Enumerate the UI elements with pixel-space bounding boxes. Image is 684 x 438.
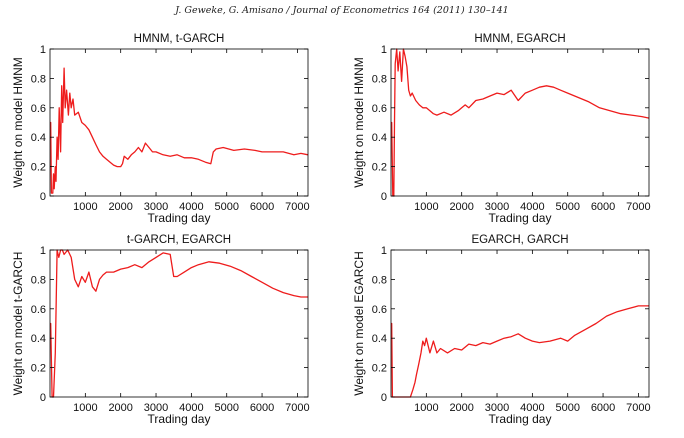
x-tick-label: 1000 <box>73 402 97 414</box>
y-axis-label: Weight on model HMNM <box>352 57 366 188</box>
y-tick-label: 0.2 <box>372 162 387 174</box>
plot-frame <box>49 48 309 197</box>
y-tick-label: 1 <box>381 245 387 257</box>
x-tick-label: 6000 <box>591 201 615 213</box>
y-tick-label: 0.8 <box>372 274 387 286</box>
x-axis-label: Trading day <box>489 412 552 426</box>
y-tick-label: 0.4 <box>31 333 46 345</box>
y-axis-label: Weight on model HMNM <box>11 57 25 188</box>
series-line <box>50 67 309 194</box>
y-tick-label: 0.4 <box>372 333 387 345</box>
x-tick-label: 1000 <box>73 201 97 213</box>
y-tick-label: 1 <box>381 44 387 56</box>
y-tick-label: 1 <box>40 245 46 257</box>
x-tick-label: 6000 <box>591 402 615 414</box>
x-tick-label: 3000 <box>144 402 168 414</box>
x-tick-label: 7000 <box>285 402 309 414</box>
y-axis-label: Weight on model t-GARCH <box>11 252 25 396</box>
chart-panel-2: HMNM, EGARCH 0 0.2 0.4 0.6 0.8 1 1000 2000 3000 40… <box>352 33 651 225</box>
y-tick-label: 0.4 <box>31 132 46 144</box>
y-tick-label: 0.2 <box>31 363 46 375</box>
y-tick-label: 0.8 <box>31 274 46 286</box>
x-tick-label: 1000 <box>414 201 438 213</box>
x-axis-label: Trading day <box>489 211 552 225</box>
y-tick-label: 0.6 <box>31 103 46 115</box>
x-tick-label: 5000 <box>555 201 579 213</box>
x-tick-label: 2000 <box>449 402 473 414</box>
x-tick-label: 4000 <box>520 201 544 213</box>
y-tick-label: 0.8 <box>372 73 387 85</box>
y-tick-label: 0.2 <box>372 363 387 375</box>
x-tick-label: 3000 <box>144 201 168 213</box>
x-tick-label: 7000 <box>626 201 650 213</box>
x-tick-label: 4000 <box>179 201 203 213</box>
series-line <box>50 249 308 398</box>
chart-panel-1: HMNM, t-GARCH 0 0.2 0.4 0.6 0.8 1 1000 2000 3000 4… <box>11 33 310 225</box>
y-tick-label: 0.8 <box>31 73 46 85</box>
x-axis-label: Trading day <box>148 412 211 426</box>
x-tick-label: 4000 <box>520 402 544 414</box>
y-tick-label: 0.2 <box>31 162 46 174</box>
y-tick-label: 0.4 <box>372 132 387 144</box>
x-tick-label: 7000 <box>626 402 650 414</box>
journal-header: J. Geweke, G. Amisano / Journal of Econo… <box>175 5 509 16</box>
y-tick-label: 0 <box>381 392 387 404</box>
plot-frame <box>390 249 650 398</box>
x-tick-label: 4000 <box>179 402 203 414</box>
x-tick-label: 2000 <box>108 201 132 213</box>
y-tick-label: 0 <box>40 191 46 203</box>
y-axis-label: Weight on model EGARCH <box>352 251 366 396</box>
y-tick-label: 0 <box>381 191 387 203</box>
x-tick-label: 5000 <box>555 402 579 414</box>
plot-frame <box>49 249 309 398</box>
x-axis-label: Trading day <box>148 211 211 225</box>
y-tick-label: 0 <box>40 392 46 404</box>
chart-title: t-GARCH, EGARCH <box>127 234 231 246</box>
x-tick-label: 5000 <box>214 402 238 414</box>
y-tick-label: 0.6 <box>372 304 387 316</box>
chart-title: EGARCH, GARCH <box>471 234 568 246</box>
plot-frame <box>390 48 650 197</box>
x-tick-label: 3000 <box>485 201 509 213</box>
x-tick-label: 5000 <box>214 201 238 213</box>
x-tick-label: 2000 <box>449 201 473 213</box>
chart-title: HMNM, t-GARCH <box>134 33 225 45</box>
chart-title: HMNM, EGARCH <box>474 33 565 45</box>
x-tick-label: 6000 <box>250 402 274 414</box>
x-tick-label: 1000 <box>414 402 438 414</box>
y-tick-label: 0.6 <box>31 304 46 316</box>
chart-panel-3: t-GARCH, EGARCH 0 0.2 0.4 0.6 0.8 1 1000 2000 300… <box>11 234 310 426</box>
series-line <box>391 305 649 398</box>
x-tick-label: 3000 <box>485 402 509 414</box>
chart-panel-4: EGARCH, GARCH 0 0.2 0.4 0.6 0.8 1 1000 2000 3000 4… <box>352 234 651 426</box>
x-tick-label: 2000 <box>108 402 132 414</box>
y-tick-label: 1 <box>40 44 46 56</box>
series-line <box>391 48 650 197</box>
x-tick-label: 7000 <box>285 201 309 213</box>
y-tick-label: 0.6 <box>372 103 387 115</box>
x-tick-label: 6000 <box>250 201 274 213</box>
